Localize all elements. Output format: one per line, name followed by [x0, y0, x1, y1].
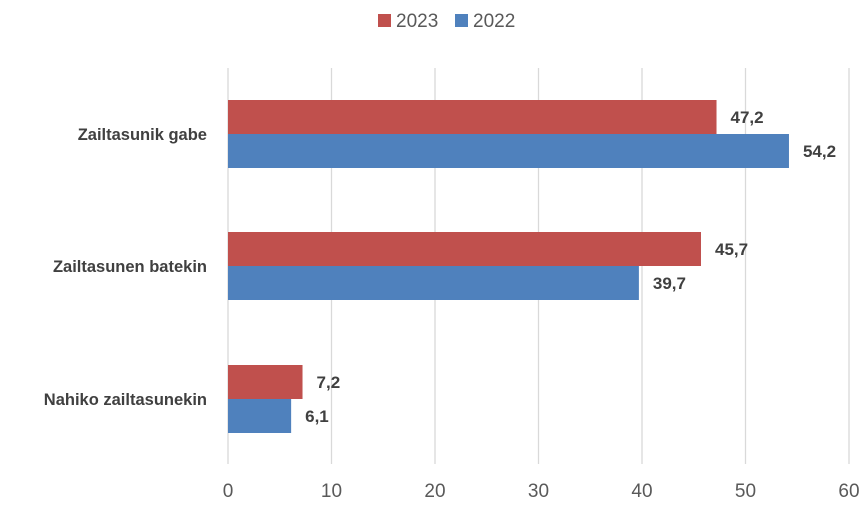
bar-2023-1: [228, 232, 701, 266]
bars: [228, 100, 789, 433]
data-label: 6,1: [305, 407, 329, 426]
legend-label-2023: 2023: [396, 11, 438, 32]
bar-2022-1: [228, 266, 639, 300]
category-label: Nahiko zailtasunekin: [44, 391, 207, 409]
data-labels: 47,2 54,2 45,7 39,7 7,2 6,1: [305, 108, 836, 426]
x-tick-label: 60: [838, 481, 859, 502]
category-label: Zailtasunen batekin: [53, 258, 207, 276]
x-tick-label: 30: [528, 481, 549, 502]
data-label: 39,7: [653, 274, 686, 293]
x-axis-tick-labels: 0 10 20 30 40 50 60: [223, 481, 860, 502]
category-label: Zailtasunik gabe: [78, 126, 207, 144]
x-tick-label: 0: [223, 481, 234, 502]
x-tick-label: 50: [735, 481, 756, 502]
bar-2023-2: [228, 365, 303, 399]
data-label: 54,2: [803, 142, 836, 161]
legend-swatch-2023: [378, 14, 391, 27]
x-tick-label: 10: [321, 481, 342, 502]
category-labels: Zailtasunik gabe Zailtasunen batekin Nahik…: [44, 126, 207, 409]
legend: 2023 2022: [378, 11, 515, 32]
data-label: 7,2: [317, 373, 341, 392]
x-tick-label: 20: [424, 481, 445, 502]
legend-label-2022: 2022: [473, 11, 515, 32]
bar-2023-0: [228, 100, 717, 134]
data-label: 45,7: [715, 240, 748, 259]
x-tick-label: 40: [631, 481, 652, 502]
bar-2022-0: [228, 134, 789, 168]
bar-2022-2: [228, 399, 292, 433]
legend-swatch-2022: [455, 14, 468, 27]
data-label: 47,2: [731, 108, 764, 127]
